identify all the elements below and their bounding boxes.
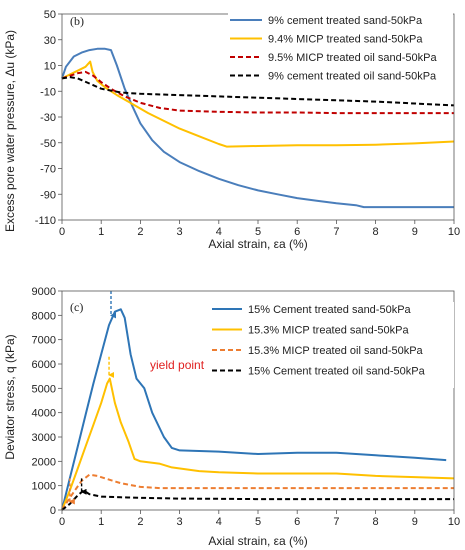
series-line-b-1	[61, 47, 454, 209]
plot-frame-c	[61, 290, 455, 511]
y-tick-label: 0	[50, 505, 56, 517]
legend-label-c-1: 15% Cement treated sand-50kPa	[248, 304, 412, 316]
y-tick-label: 30	[44, 35, 56, 47]
y-tick-label: 1000	[32, 481, 56, 493]
series-line-c-3	[61, 473, 454, 511]
x-tick-label: 7	[333, 516, 339, 528]
yield-arrows	[68, 291, 116, 505]
x-tick-label: 0	[59, 516, 65, 528]
legend-label-c-4: 15% Cement treated oil sand-50kPa	[248, 366, 426, 378]
x-tick-label: 7	[333, 226, 339, 238]
x-tick-label: 9	[412, 516, 418, 528]
y-tick-label: 2000	[32, 456, 56, 468]
x-tick-label: 6	[294, 516, 300, 528]
y-tick-label: 4000	[32, 408, 56, 420]
y-tick-label: -70	[40, 164, 56, 176]
x-tick-label: 3	[177, 516, 183, 528]
series-line-b-3	[61, 70, 454, 115]
x-ticks-b: 0 1 2 3 4 5 6 7 8 9 10	[59, 220, 460, 238]
x-tick-label: 2	[137, 226, 143, 238]
legend-background	[210, 302, 454, 388]
y-tick-label: -50	[40, 138, 56, 150]
x-tick-label: 9	[412, 226, 418, 238]
legend-label-b-4: 9% cement treated oil sand-50kPa	[268, 71, 437, 83]
y-tick-label: 50	[44, 9, 56, 21]
x-axis-title-c: Axial strain, εa (%)	[208, 534, 307, 548]
legend-background	[228, 13, 453, 91]
x-tick-label: 1	[98, 226, 104, 238]
x-tick-label: 2	[137, 516, 143, 528]
series-line-c-2	[61, 377, 455, 511]
x-tick-label: 4	[216, 516, 222, 528]
series-line-b-2	[61, 60, 455, 148]
legend-label-b-2: 9.4% MICP treated sand-50kPa	[268, 34, 423, 46]
y-axis-title-c: Deviator stress, q (kPa)	[3, 334, 17, 459]
x-axis-title-b: Axial strain, εa (%)	[208, 237, 307, 251]
x-tick-label: 5	[255, 226, 261, 238]
x-tick-label: 0	[59, 226, 65, 238]
x-tick-label: 4	[216, 226, 222, 238]
y-tick-label: 6000	[32, 359, 56, 371]
y-axis-title-b: Excess pore water pressure, Δu (kPa)	[3, 30, 17, 232]
chart-deviator-stress: Deviator stress, q (kPa) Axial strain, ε…	[3, 286, 460, 548]
series-line-c-4	[61, 489, 454, 511]
y-tick-label: -110	[35, 215, 56, 227]
y-tick-label: 5000	[32, 383, 56, 395]
legend-c: 15% Cement treated sand-50kPa 15.3% MICP …	[210, 302, 454, 388]
legend-label-b-1: 9% cement treated sand-50kPa	[268, 15, 423, 27]
series-group-b	[61, 47, 455, 209]
y-tick-label: 7000	[32, 335, 56, 347]
yield-point-annotation: yield point	[150, 358, 205, 372]
legend-label-c-3: 15.3% MICP treated oil sand-50kPa	[248, 345, 424, 357]
y-ticks-b: -110 -90 -70 -50 -30 -10 10 30 50	[35, 9, 62, 227]
y-tick-label: 3000	[32, 432, 56, 444]
legend-label-b-3: 9.5% MICP treated oil sand-50kPa	[268, 52, 437, 64]
y-ticks-c: 0 1000 2000 3000 4000 5000 6000 7000 8000 9000	[32, 286, 62, 517]
x-ticks-c: 0 1 2 3 4 5 6 7 8 9 10	[59, 510, 460, 528]
chart-pore-pressure: Excess pore water pressure, Δu (kPa) Axi…	[3, 9, 460, 251]
series-line-b-4	[61, 76, 455, 107]
x-tick-label: 8	[373, 516, 379, 528]
y-tick-label: -30	[40, 112, 56, 124]
y-tick-label: 9000	[32, 286, 56, 298]
legend-b: 9% cement treated sand-50kPa 9.4% MICP tr…	[228, 13, 453, 91]
y-tick-label: 10	[44, 61, 56, 73]
panel-label-b: (b)	[70, 14, 84, 28]
x-tick-label: 10	[448, 226, 460, 238]
legend-label-c-2: 15.3% MICP treated sand-50kPa	[248, 325, 409, 337]
y-tick-label: -90	[40, 189, 56, 201]
panel-label-c: (c)	[70, 300, 83, 314]
x-tick-label: 10	[448, 516, 460, 528]
x-tick-label: 8	[373, 226, 379, 238]
series-line-c-1	[61, 308, 447, 511]
y-tick-label: 8000	[32, 310, 56, 322]
x-tick-label: 5	[255, 516, 261, 528]
y-tick-label: -10	[40, 86, 56, 98]
x-tick-label: 1	[98, 516, 104, 528]
x-tick-label: 6	[294, 226, 300, 238]
x-tick-label: 3	[177, 226, 183, 238]
